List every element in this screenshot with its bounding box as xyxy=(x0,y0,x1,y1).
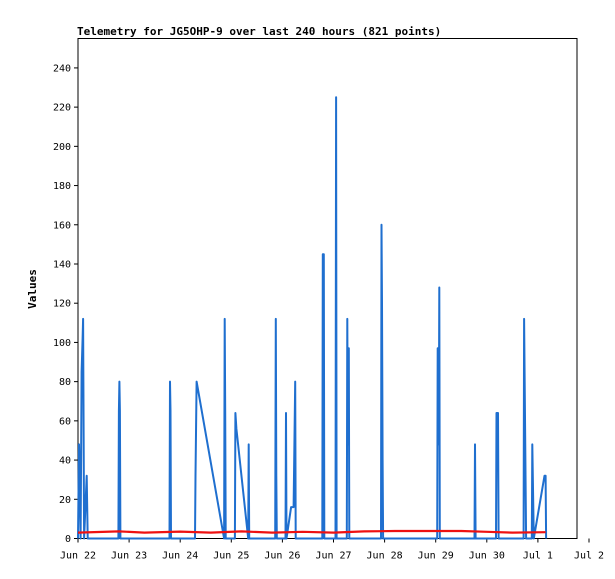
y-tick-label: 120 xyxy=(53,299,71,310)
x-axis: Jun 22 Jun 23 Jun 24 Jun 25 Jun 26 Jun 27 Jun … xyxy=(60,538,604,562)
x-tick-label: Jun 28 xyxy=(367,551,403,562)
x-tick-label: Jun 27 xyxy=(315,551,351,562)
y-tick-label: 40 xyxy=(59,456,71,467)
y-tick-label: 60 xyxy=(59,416,71,427)
y-axis: 0 20 40 60 80 100 120 140 160 180 200 220 240 xyxy=(53,63,78,545)
y-tick-label: 180 xyxy=(53,181,71,192)
y-tick-label: 220 xyxy=(53,103,71,114)
x-tick-label: Jun 22 xyxy=(60,551,96,562)
y-axis-label: Values xyxy=(26,269,39,309)
x-tick-label: Jun 23 xyxy=(111,551,147,562)
plot-area-frame xyxy=(77,38,578,539)
y-tick-label: 160 xyxy=(53,220,71,231)
y-tick-label: 80 xyxy=(59,377,71,388)
x-tick-label: Jul 2 xyxy=(574,551,604,562)
y-tick-label: 0 xyxy=(65,534,71,545)
y-tick-label: 100 xyxy=(53,338,71,349)
x-tick-label: Jun 24 xyxy=(162,551,198,562)
y-tick-label: 200 xyxy=(53,142,71,153)
x-tick-label: Jun 30 xyxy=(469,551,505,562)
y-tick-label: 20 xyxy=(59,495,71,506)
x-tick-label: Jun 29 xyxy=(418,551,454,562)
y-tick-label: 240 xyxy=(53,63,71,74)
x-tick-label: Jun 25 xyxy=(213,551,249,562)
x-tick-label: Jun 26 xyxy=(264,551,300,562)
chart-title: Telemetry for JG5OHP-9 over last 240 hou… xyxy=(77,25,441,38)
series-layer xyxy=(77,96,548,540)
series-1-line xyxy=(77,96,548,540)
y-tick-label: 140 xyxy=(53,259,71,270)
series-2-line xyxy=(77,529,546,534)
x-tick-label: Jul 1 xyxy=(523,551,553,562)
